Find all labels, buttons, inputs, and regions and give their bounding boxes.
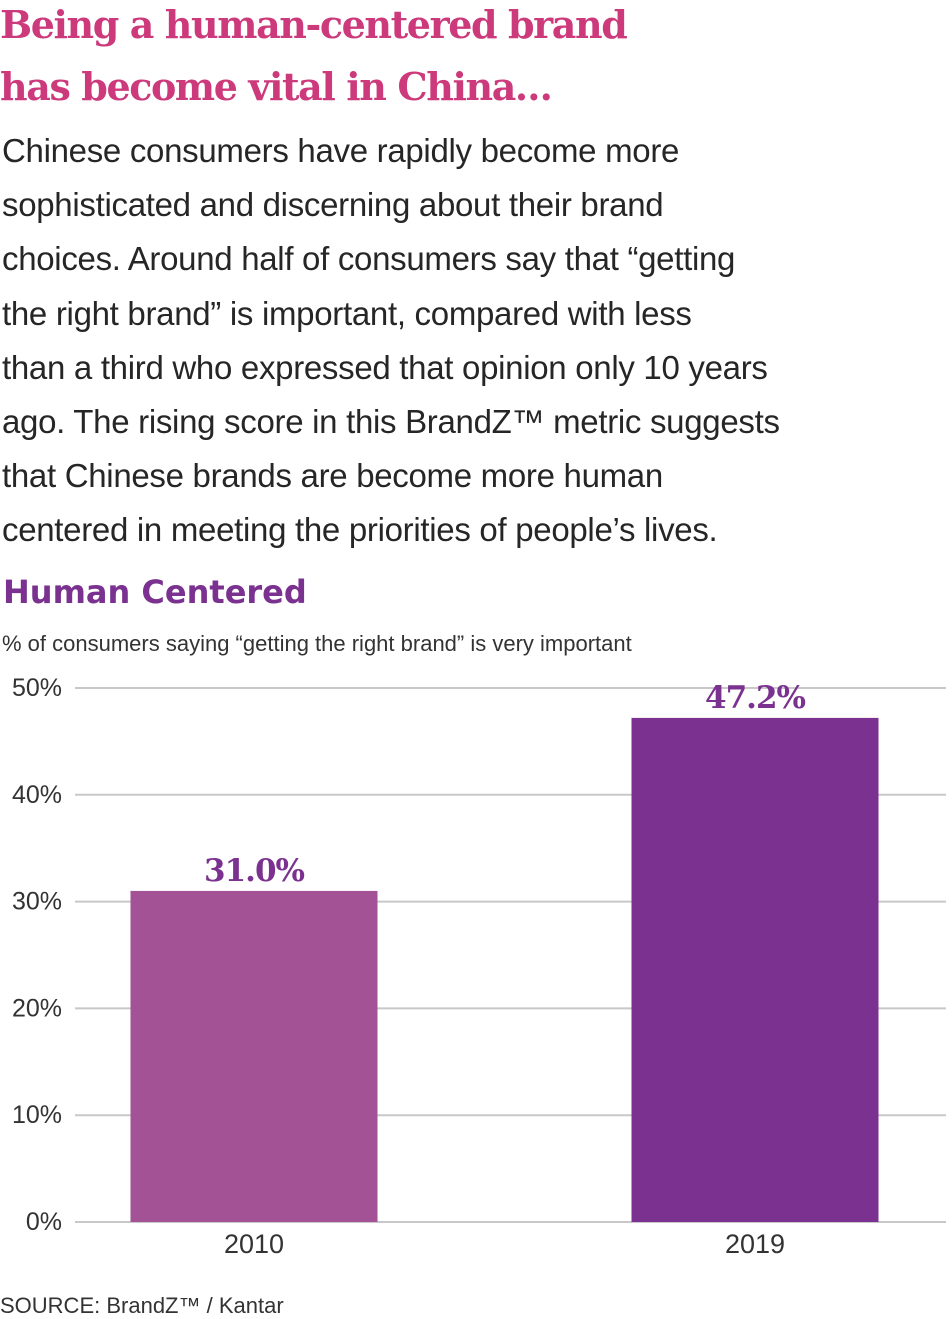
bar xyxy=(130,890,378,1222)
intro-line-8: centered in meeting the priorities of pe… xyxy=(2,511,718,549)
source-note: SOURCE: BrandZ™ / Kantar xyxy=(0,1293,284,1318)
headline-line-2: has become vital in China… xyxy=(0,64,553,109)
intro-line-7: that Chinese brands are become more huma… xyxy=(2,457,663,495)
intro-line-3: choices. Around half of consumers say th… xyxy=(2,240,736,278)
chart-subtitle: % of consumers saying “getting the right… xyxy=(2,631,632,656)
intro-line-5: than a third who expressed that opinion … xyxy=(2,348,768,386)
bar-chart: 0% 10% 20% 30% 40% 50% 31.0% 47.2% 2010 2019 xyxy=(12,674,946,1259)
data-label: 31.0% xyxy=(204,853,305,889)
y-tick-label: 0% xyxy=(26,1208,62,1236)
x-tick-label: 2010 xyxy=(224,1229,284,1259)
y-axis-ticks: 0% 10% 20% 30% 40% 50% xyxy=(12,674,62,1236)
intro-line-4: the right brand” is important, compared … xyxy=(2,294,692,332)
y-tick-label: 30% xyxy=(12,888,62,916)
bar xyxy=(631,717,879,1222)
y-tick-label: 50% xyxy=(12,674,62,702)
headline: Being a human-centered brand has become … xyxy=(0,0,700,118)
chart-title: Human Centered xyxy=(3,573,307,611)
headline-line-1: Being a human-centered brand xyxy=(0,2,628,47)
data-labels: 31.0% 47.2% xyxy=(204,680,807,889)
x-tick-label: 2019 xyxy=(725,1229,785,1259)
intro-line-2: sophisticated and discerning about their… xyxy=(2,186,664,224)
bars xyxy=(130,717,879,1222)
intro-line-6: ago. The rising score in this BrandZ™ me… xyxy=(2,403,780,441)
intro-line-1: Chinese consumers have rapidly become mo… xyxy=(2,132,680,169)
x-axis-ticks: 2010 2019 xyxy=(224,1229,785,1259)
y-tick-label: 10% xyxy=(12,1101,62,1129)
y-tick-label: 40% xyxy=(12,781,62,809)
y-tick-label: 20% xyxy=(12,994,62,1022)
data-label: 47.2% xyxy=(705,680,806,716)
intro-paragraph: Chinese consumers have rapidly become mo… xyxy=(2,124,942,558)
